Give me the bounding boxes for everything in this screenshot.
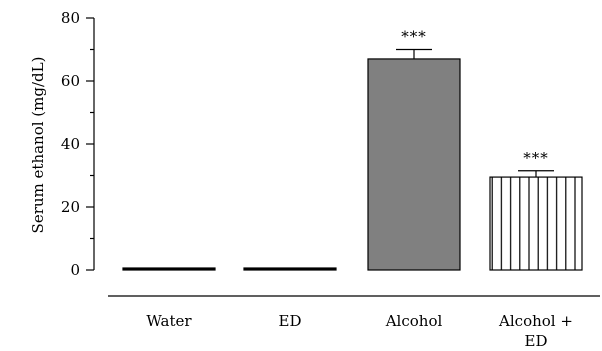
bar-ed bbox=[243, 267, 337, 271]
x-category-label: Alcohol bbox=[385, 312, 443, 330]
y-axis: 0 20 40 60 80 bbox=[61, 9, 95, 279]
x-category-label: Alcohol + ED bbox=[498, 312, 573, 350]
bars: *** *** bbox=[122, 28, 583, 271]
y-tick-label: 20 bbox=[61, 198, 80, 216]
x-category-label: ED bbox=[279, 312, 302, 330]
x-category-label: Water bbox=[146, 312, 192, 330]
bar-alcohol bbox=[367, 58, 461, 271]
y-tick-label: 60 bbox=[61, 72, 80, 90]
bar-alcohol-ed bbox=[489, 176, 583, 271]
significance-marker: *** bbox=[401, 28, 427, 46]
y-tick-label: 0 bbox=[70, 261, 80, 279]
y-axis-label: Serum ethanol (mg/dL) bbox=[29, 57, 47, 234]
x-axis: Water ED Alcohol Alcohol + ED bbox=[108, 295, 600, 350]
significance-marker: *** bbox=[523, 149, 549, 167]
y-tick-label: 80 bbox=[61, 9, 80, 27]
bar-water bbox=[122, 267, 216, 271]
y-tick-label: 40 bbox=[61, 135, 80, 153]
